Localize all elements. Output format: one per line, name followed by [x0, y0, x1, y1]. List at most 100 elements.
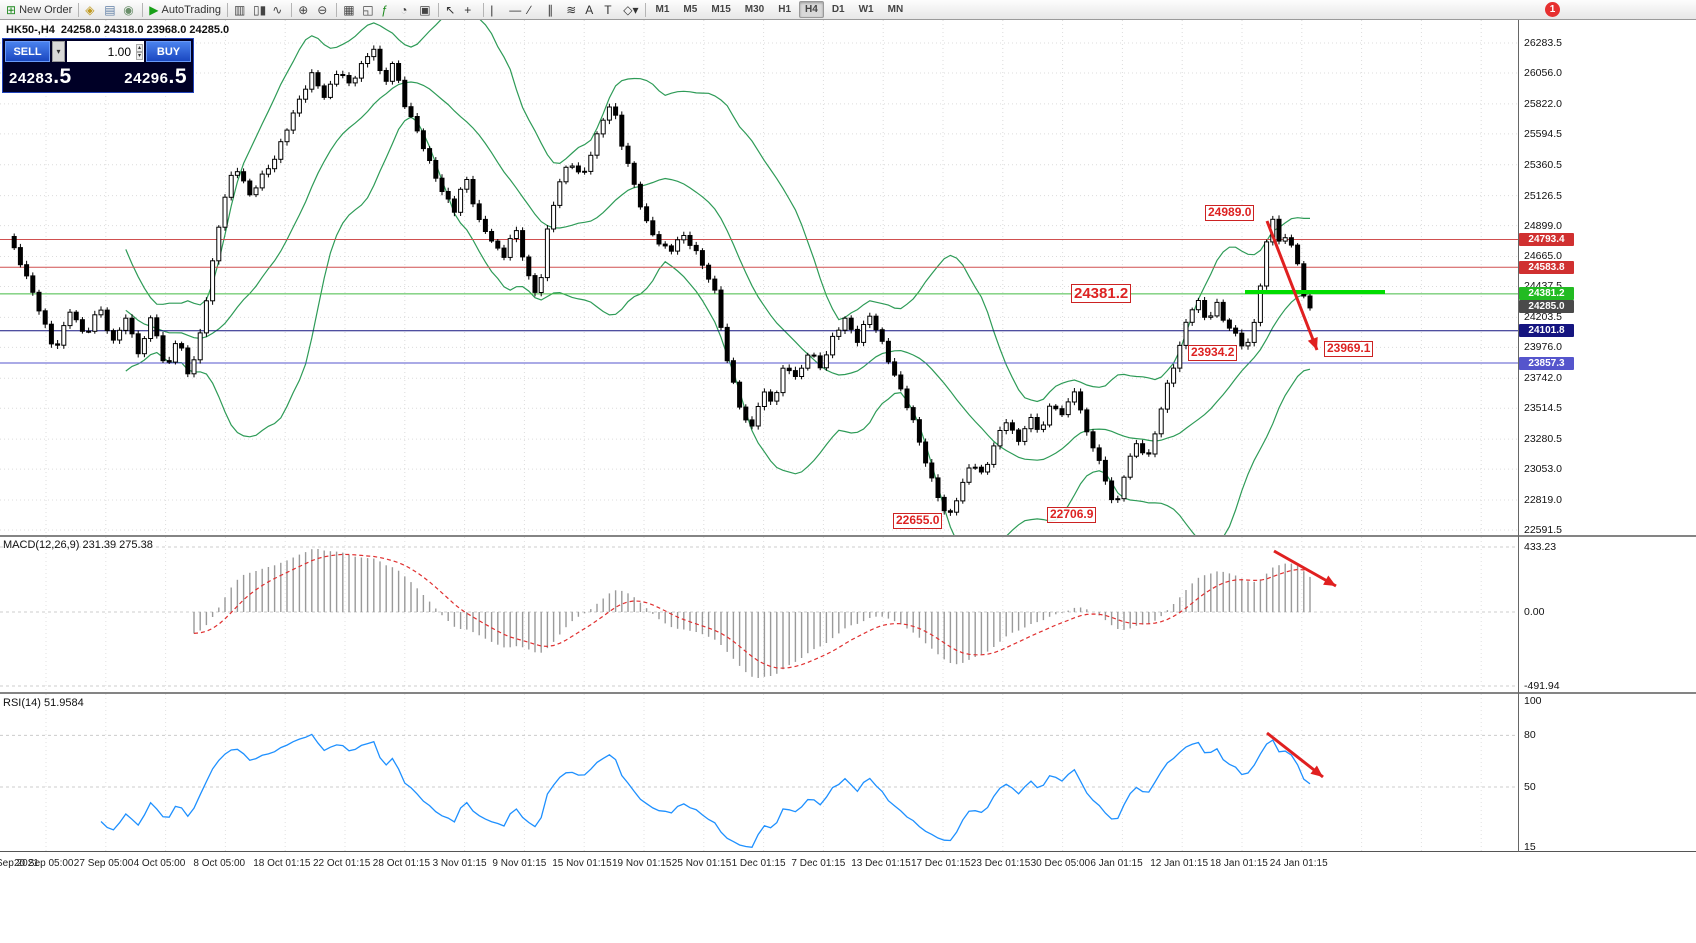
timeframe-m15-button[interactable]: M15 [711, 4, 731, 15]
templates-button[interactable]: ▣ [416, 1, 435, 19]
candlestick-chart-button[interactable]: ▯▮ [250, 1, 269, 19]
timeframe-m5-button[interactable]: M5 [683, 4, 698, 15]
rsi-panel-canvas[interactable] [0, 694, 1518, 851]
price-tag: 24793.4 [1519, 233, 1574, 247]
autotrading-button[interactable]: ▶ AutoTrading [146, 1, 224, 19]
price-annotation[interactable]: 22655.0 [893, 513, 943, 529]
equidistant-channel-icon: ∥ [547, 2, 554, 17]
toolbar-separator [227, 2, 229, 17]
price-axis-label: 24899.0 [1524, 219, 1562, 232]
notification-badge[interactable]: 1 [1545, 2, 1560, 17]
toolbar-separator [438, 2, 440, 17]
line-chart-icon: ∿ [272, 2, 283, 17]
zoom-in-button[interactable]: ⊕ [295, 1, 314, 19]
lot-dropdown[interactable]: ▾ [52, 41, 65, 62]
zoom-in-icon: ⊕ [298, 2, 309, 17]
text-icon: A [585, 2, 594, 17]
time-axis-label: 22 Oct 01:15 [313, 858, 371, 869]
trendline-button[interactable]: ∕ [525, 1, 544, 19]
buy-button[interactable]: BUY [146, 41, 191, 62]
rsi-axis-label: 50 [1524, 781, 1536, 793]
timeframe-h4-button[interactable]: H4 [799, 1, 824, 18]
rsi-axis-label: 15 [1524, 841, 1536, 854]
timeframe-mn-button[interactable]: MN [887, 4, 904, 15]
time-axis-label: Sep 2021 [0, 858, 39, 869]
zoom-out-icon: ⊖ [317, 2, 328, 17]
tile-windows-icon: ▦ [343, 2, 355, 17]
indicators-icon: ƒ [381, 2, 388, 17]
new-order-button[interactable]: ⊞ New Order [3, 1, 75, 19]
panel-separator[interactable] [0, 692, 1696, 694]
bar-chart-button[interactable]: ▥ [231, 1, 250, 19]
macd-panel-canvas[interactable] [0, 537, 1518, 692]
trendline-icon: ∕ [528, 2, 531, 17]
timeframe-m1-button[interactable]: M1 [655, 4, 670, 15]
vertical-line-button[interactable]: | [487, 1, 506, 19]
zoom-out-button[interactable]: ⊖ [314, 1, 333, 19]
price-axis-label: 23742.0 [1524, 372, 1562, 385]
main-chart-canvas[interactable] [0, 20, 1518, 536]
timeframe-h1-button[interactable]: H1 [778, 4, 792, 15]
horizontal-line-button[interactable]: — [506, 1, 525, 19]
fibonacci-button[interactable]: ≋ [563, 1, 582, 19]
price-axis-label: 25594.5 [1524, 127, 1562, 140]
lot-increase-button[interactable]: ▴ [135, 43, 143, 52]
time-axis-label: 12 Jan 01:15 [1150, 858, 1209, 869]
crosshair-button[interactable]: + [461, 1, 480, 19]
indicators-button[interactable]: ƒ [378, 1, 397, 19]
toolbar-separator [291, 2, 293, 17]
tile-windows-button[interactable]: ▦ [340, 1, 359, 19]
price-axis-label: 26283.5 [1524, 37, 1562, 49]
toolbar-separator [78, 2, 80, 17]
price-axis-label: 23053.0 [1524, 463, 1562, 476]
rsi-indicator-label: RSI(14) 51.9584 [3, 697, 84, 709]
time-axis-label: 24 Jan 01:15 [1269, 858, 1328, 869]
fibonacci-icon: ≋ [566, 2, 577, 17]
price-annotation[interactable]: 23934.2 [1188, 345, 1238, 361]
time-axis-label: 25 Nov 01:15 [671, 858, 732, 869]
equidistant-channel-button[interactable]: ∥ [544, 1, 563, 19]
sell-button[interactable]: SELL [5, 41, 50, 62]
price-annotation[interactable]: 22706.9 [1047, 507, 1097, 523]
timeframe-w1-button[interactable]: W1 [858, 4, 874, 15]
data-window-icon: ▤ [104, 2, 116, 17]
price-axis-label: 25360.5 [1524, 158, 1562, 171]
toolbar-separator [336, 2, 338, 17]
horizontal-line-icon: — [509, 2, 522, 17]
lot-size-field[interactable]: 1.00 ▴ ▾ [67, 41, 144, 62]
periods-button[interactable]: ◔ [397, 1, 416, 19]
text-button[interactable]: A [582, 1, 601, 19]
price-annotation[interactable]: 23969.1 [1324, 341, 1374, 357]
panel-separator[interactable] [0, 535, 1696, 537]
cascade-windows-button[interactable]: ◱ [359, 1, 378, 19]
time-axis-label: 19 Nov 01:15 [612, 858, 672, 869]
text-label-button[interactable]: T [601, 1, 620, 19]
time-axis-label: 20 Sep 05:00 [14, 858, 74, 869]
rsi-axis-label: 80 [1524, 729, 1536, 742]
price-annotation[interactable]: 24381.2 [1071, 284, 1132, 304]
price-axis-label: 24203.5 [1524, 311, 1562, 324]
cursor-button[interactable]: ↖ [442, 1, 461, 19]
lot-decrease-button[interactable]: ▾ [135, 51, 143, 60]
price-axis-label: 23280.5 [1524, 433, 1562, 446]
macd-axis-label: -491.94 [1524, 680, 1560, 692]
market-watch-button[interactable]: ◈ [82, 1, 101, 19]
price-axis-label: 22591.5 [1524, 523, 1562, 536]
shapes-button[interactable]: ◇▾ [620, 1, 641, 19]
line-chart-button[interactable]: ∿ [269, 1, 288, 19]
price-tag: 24583.8 [1519, 260, 1574, 274]
time-axis-label: 3 Nov 01:15 [432, 858, 487, 869]
time-axis-label: 28 Oct 01:15 [372, 858, 431, 869]
one-click-trading-widget: SELL ▾ 1.00 ▴ ▾ BUY 24283.5 24296.5 [2, 38, 194, 93]
time-axis-label: 7 Dec 01:15 [791, 858, 846, 869]
rsi-axis-label: 100 [1524, 695, 1542, 707]
time-axis-label: 27 Sep 05:00 [73, 858, 134, 869]
navigator-button[interactable]: ◉ [120, 1, 139, 19]
templates-icon: ▣ [419, 2, 431, 17]
timeframe-d1-button[interactable]: D1 [831, 4, 845, 15]
data-window-button[interactable]: ▤ [101, 1, 120, 19]
price-annotation[interactable]: 24989.0 [1205, 205, 1255, 221]
timeframe-m30-button[interactable]: M30 [744, 4, 765, 15]
new-order-button-label: New Order [19, 3, 73, 16]
price-axis-label: 26056.0 [1524, 67, 1562, 79]
